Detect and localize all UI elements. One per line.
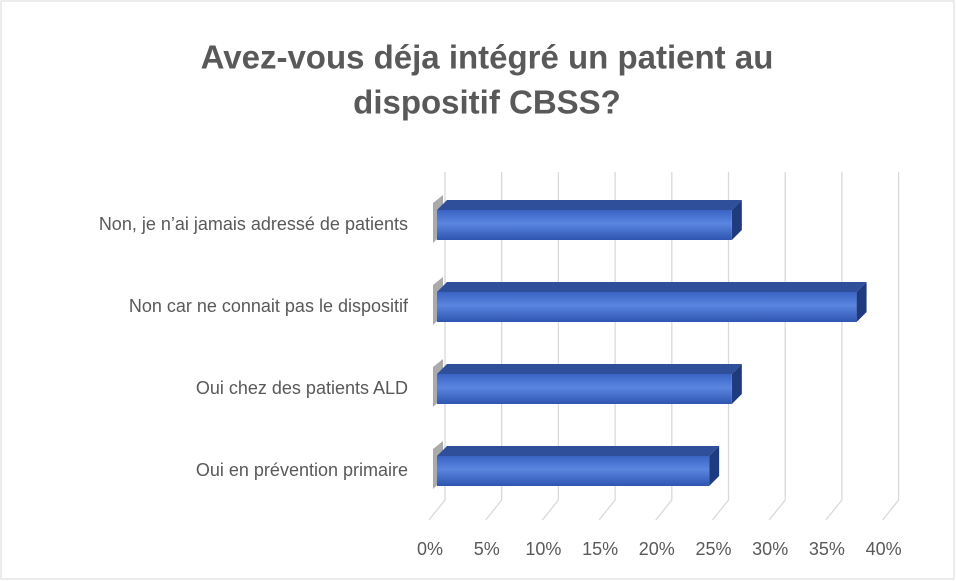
grid-line bbox=[711, 172, 730, 521]
bar-top bbox=[437, 282, 867, 292]
x-tick-label: 20% bbox=[639, 539, 675, 559]
grid-line bbox=[598, 172, 616, 521]
x-tick-label: 15% bbox=[582, 539, 618, 559]
bar-side bbox=[731, 200, 742, 240]
y-tick-label: Oui chez des patients ALD bbox=[196, 378, 408, 398]
chart-title: Avez-vous déja intégré un patient au bbox=[201, 39, 774, 76]
bar-top bbox=[437, 446, 720, 456]
y-tick-label: Non, je n’ai jamais adressé de patients bbox=[99, 214, 408, 234]
y-tick-label: Oui en prévention primaire bbox=[196, 460, 408, 480]
grid-line bbox=[768, 172, 786, 521]
x-tick-label: 5% bbox=[474, 539, 500, 559]
bar bbox=[437, 456, 710, 486]
bar bbox=[437, 292, 857, 322]
bar-top bbox=[437, 364, 742, 374]
grid-line bbox=[485, 172, 503, 521]
grid-line bbox=[882, 172, 900, 521]
x-tick-label: 40% bbox=[866, 539, 902, 559]
bar-top bbox=[437, 200, 742, 210]
x-tick-label: 35% bbox=[809, 539, 845, 559]
grid-line bbox=[541, 172, 560, 521]
x-tick-label: 25% bbox=[695, 539, 731, 559]
grid-line bbox=[655, 172, 673, 521]
bar-side bbox=[856, 282, 867, 322]
chart-title: dispositif CBSS? bbox=[353, 84, 621, 121]
bar-side bbox=[709, 446, 720, 486]
x-tick-label: 10% bbox=[525, 539, 561, 559]
x-tick-label: 0% bbox=[417, 539, 443, 559]
x-tick-label: 30% bbox=[752, 539, 788, 559]
grid-line bbox=[825, 172, 843, 521]
bar bbox=[437, 210, 732, 240]
bar-side bbox=[731, 364, 742, 404]
y-tick-label: Non car ne connait pas le dispositif bbox=[129, 296, 409, 316]
grid-line bbox=[428, 172, 446, 521]
bar bbox=[437, 374, 732, 404]
